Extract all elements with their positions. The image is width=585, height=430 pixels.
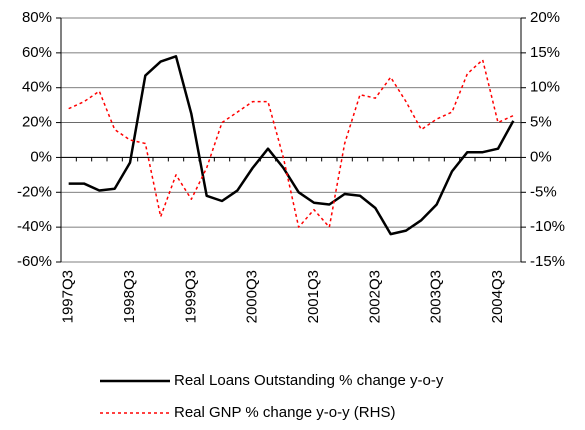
y-tick-label: 80%	[22, 9, 52, 26]
y-tick-label: 0%	[30, 148, 52, 165]
legend-label: Real Loans Outstanding % change y-o-y	[174, 372, 444, 389]
y-tick-label: -60%	[17, 253, 52, 270]
y-tick-label: -20%	[17, 183, 52, 200]
x-tick-label: 2002Q3	[366, 270, 383, 323]
y2-tick-label: 0%	[530, 148, 552, 165]
y-tick-label: 20%	[22, 114, 52, 131]
x-tick-label: 1998Q3	[121, 270, 138, 323]
y2-tick-label: 20%	[530, 9, 560, 26]
y-tick-label: -40%	[17, 218, 52, 235]
x-tick-label: 2004Q3	[489, 270, 506, 323]
x-tick-label: 1999Q3	[182, 270, 199, 323]
series-line	[68, 59, 514, 228]
x-tick-label: 2001Q3	[305, 270, 322, 323]
y2-tick-label: -15%	[530, 253, 565, 270]
y2-tick-label: 15%	[530, 44, 560, 61]
x-tick-label: 2000Q3	[244, 270, 261, 323]
legend-label: Real GNP % change y-o-y (RHS)	[174, 404, 395, 421]
y2-tick-label: -10%	[530, 218, 565, 235]
x-tick-label: 1997Q3	[60, 270, 77, 323]
y2-tick-label: 5%	[530, 114, 552, 131]
y-tick-label: 60%	[22, 44, 52, 61]
y2-tick-label: 10%	[530, 79, 560, 96]
x-tick-label: 2003Q3	[428, 270, 445, 323]
y-tick-label: 40%	[22, 79, 52, 96]
series-line	[68, 55, 515, 236]
y2-tick-label: -5%	[530, 183, 557, 200]
